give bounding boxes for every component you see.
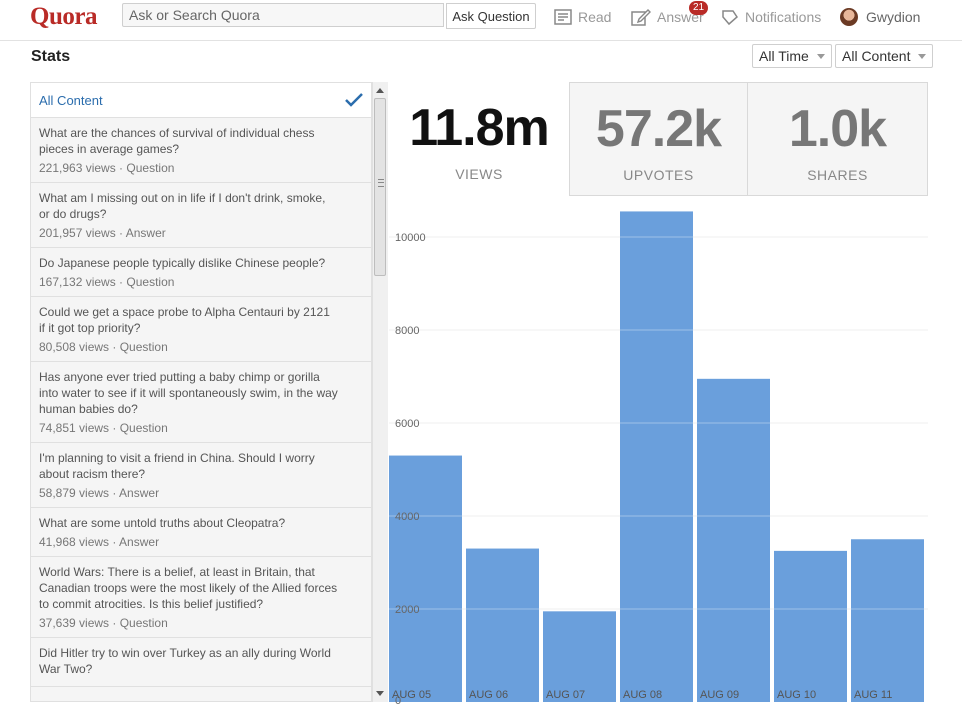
notifications-flag-icon	[722, 10, 738, 26]
list-item-meta: 37,639 views · Question	[39, 616, 168, 630]
content-filter-value: All Content	[842, 48, 911, 64]
scroll-up-arrow-icon[interactable]	[376, 88, 384, 93]
answer-count-badge: 21	[689, 1, 708, 15]
chart-bar[interactable]	[466, 548, 539, 702]
list-item-question: Did Hitler try to win over Turkey as an …	[39, 646, 331, 676]
nav-read-label: Read	[578, 9, 612, 25]
list-item-all-content[interactable]: All Content	[31, 83, 371, 118]
grip-icon	[378, 179, 384, 187]
x-tick-label: AUG 06	[469, 689, 508, 701]
list-item-meta: 221,963 views · Question	[39, 161, 175, 175]
x-tick-label: AUG 11	[854, 689, 892, 701]
list-item[interactable]: World Wars: There is a belief, at least …	[31, 557, 371, 638]
scroll-down-arrow-icon[interactable]	[376, 691, 384, 696]
quora-logo[interactable]: Quora	[30, 3, 97, 30]
list-item-meta: 41,968 views · Answer	[39, 535, 160, 549]
views-label: VIEWS	[455, 166, 503, 182]
list-scrollbar[interactable]	[372, 82, 388, 702]
chart-bar[interactable]	[620, 211, 693, 703]
y-tick-label: 10000	[395, 232, 426, 244]
chart-bar[interactable]	[697, 378, 770, 702]
nav-user[interactable]: Gwydion	[840, 7, 920, 27]
list-item-meta: 58,879 views · Answer	[39, 486, 160, 500]
checkmark-icon	[345, 93, 363, 107]
list-item-question: Could we get a space probe to Alpha Cent…	[39, 305, 330, 335]
x-tick-label: AUG 10	[777, 689, 816, 701]
user-name: Gwydion	[866, 9, 921, 25]
list-item-question: I'm planning to visit a friend in China.…	[39, 451, 315, 481]
list-item-question: Do Japanese people typically dislike Chi…	[39, 256, 326, 270]
page-title: Stats	[31, 48, 71, 65]
list-item-question: Has anyone ever tried putting a baby chi…	[39, 370, 338, 416]
chevron-down-icon	[918, 53, 927, 59]
shares-stat-tab[interactable]: 1.0k SHARES	[748, 82, 928, 196]
x-tick-label: AUG 09	[700, 689, 739, 701]
search-input[interactable]	[122, 3, 444, 27]
list-item-question: What are the chances of survival of indi…	[39, 126, 315, 156]
nav-read[interactable]: Read	[554, 7, 611, 27]
chart-bar[interactable]	[389, 455, 462, 702]
nav-notifications-label: Notifications	[745, 9, 822, 25]
scrollbar-thumb[interactable]	[374, 98, 386, 276]
list-item[interactable]: Has anyone ever tried putting a baby chi…	[31, 362, 371, 443]
upvotes-stat-tab[interactable]: 57.2k UPVOTES	[569, 82, 748, 196]
y-tick-label: 4000	[395, 511, 419, 523]
list-item[interactable]: Could we get a space probe to Alpha Cent…	[31, 297, 371, 362]
views-bar-chart: 0 2000 4000 6000 8000 10000 AUG 05 AUG 06 AUG 07…	[389, 211, 928, 704]
chart-bar[interactable]	[774, 550, 847, 702]
nav-notifications[interactable]: Notifications	[721, 7, 821, 27]
upvotes-value: 57.2k	[595, 100, 722, 158]
avatar	[840, 8, 858, 26]
list-item-meta: 201,957 views · Answer	[39, 226, 166, 240]
content-list: All Content What are the chances of surv…	[30, 82, 372, 702]
chart-bar[interactable]	[543, 611, 616, 702]
chevron-down-icon	[816, 53, 825, 59]
top-bar: Quora Ask Question Read Answer 21 Notifi…	[0, 0, 962, 41]
y-tick-label: 6000	[395, 418, 419, 430]
list-item-question: World Wars: There is a belief, at least …	[39, 565, 338, 611]
list-item-meta: 74,851 views · Question	[39, 421, 168, 435]
all-content-label: All Content	[39, 92, 103, 108]
list-item[interactable]: Did Hitler try to win over Turkey as an …	[31, 638, 371, 687]
list-item-question: What are some untold truths about Cleopa…	[39, 516, 286, 530]
list-item[interactable]: What am I missing out on in life if I do…	[31, 183, 371, 248]
list-item-question: What am I missing out on in life if I do…	[39, 191, 326, 221]
views-stat-tab[interactable]: 11.8m VIEWS	[389, 82, 569, 196]
x-tick-label: AUG 07	[546, 689, 585, 701]
views-value: 11.8m	[409, 99, 550, 157]
y-tick-label: 8000	[395, 325, 419, 337]
list-item[interactable]: What are the chances of survival of indi…	[31, 118, 371, 183]
content-filter-dropdown[interactable]: All Content	[835, 44, 934, 68]
ask-question-button[interactable]: Ask Question	[446, 3, 536, 29]
upvotes-label: UPVOTES	[623, 167, 694, 183]
list-item-meta: 167,132 views · Question	[39, 275, 175, 289]
pencil-icon	[631, 9, 651, 26]
chart-bar[interactable]	[851, 539, 924, 702]
list-item[interactable]: What are some untold truths about Cleopa…	[31, 508, 371, 557]
x-tick-label: AUG 05	[392, 689, 431, 701]
x-tick-label: AUG 08	[623, 689, 662, 701]
time-filter-value: All Time	[759, 48, 809, 64]
read-icon	[554, 9, 572, 25]
shares-label: SHARES	[807, 167, 868, 183]
shares-value: 1.0k	[788, 100, 887, 158]
list-item-meta: 80,508 views · Question	[39, 340, 168, 354]
y-tick-label: 0	[395, 695, 401, 704]
list-item[interactable]: I'm planning to visit a friend in China.…	[31, 443, 371, 508]
list-item[interactable]: Do Japanese people typically dislike Chi…	[31, 248, 371, 297]
time-filter-dropdown[interactable]: All Time	[752, 44, 832, 68]
y-tick-label: 2000	[395, 604, 419, 616]
